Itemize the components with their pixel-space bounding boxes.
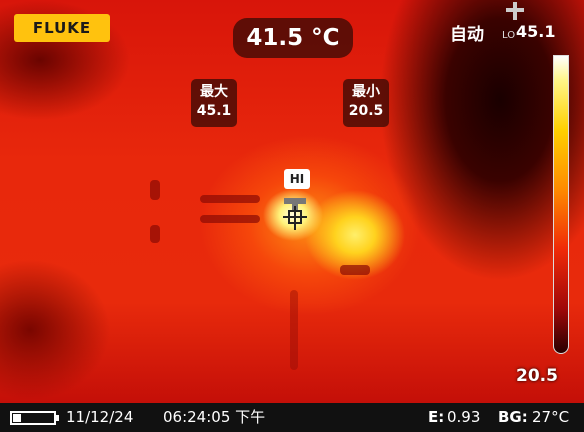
min-marker: 最小 20.5 <box>343 79 389 127</box>
date: 11/12/24 <box>66 408 134 426</box>
battery-level <box>13 414 21 422</box>
icon-bar <box>513 2 517 20</box>
shadow <box>200 215 260 223</box>
status-bar: 11/12/24 06:24:05 下午 E: 0.93 BG: 27°C <box>0 403 584 432</box>
min-value: 20.5 <box>348 103 384 119</box>
shadow <box>150 225 160 243</box>
scale-low: 20.5 <box>516 366 558 386</box>
center-temperature: 41.5 °C <box>233 18 353 58</box>
brand-logo: FLUKE <box>14 14 110 42</box>
battery-tip <box>55 415 59 421</box>
scale-high: 45.1 <box>516 22 556 41</box>
min-label: 最小 <box>352 84 380 100</box>
shadow <box>340 265 370 275</box>
range-low-tag: LO <box>502 30 516 41</box>
battery-icon <box>10 411 59 425</box>
shadow <box>150 180 160 200</box>
color-scale-bar <box>553 55 569 354</box>
background-temperature: 27°C <box>532 408 570 426</box>
crosshair-bar <box>292 198 298 210</box>
max-marker: 最大 45.1 <box>191 79 237 127</box>
time: 06:24:05 下午 <box>163 408 266 426</box>
max-value: 45.1 <box>196 103 232 119</box>
top-crosshair-icon <box>506 2 524 20</box>
crosshair <box>283 198 307 230</box>
hot-spot-label: HI <box>284 169 310 189</box>
emissivity: 0.93 <box>447 408 481 426</box>
background-label: BG: <box>498 408 528 426</box>
emissivity-label: E: <box>428 408 445 426</box>
range-mode: 自动 <box>450 25 484 45</box>
max-label: 最大 <box>200 84 228 100</box>
shadow <box>200 195 260 203</box>
shadow <box>290 290 298 370</box>
